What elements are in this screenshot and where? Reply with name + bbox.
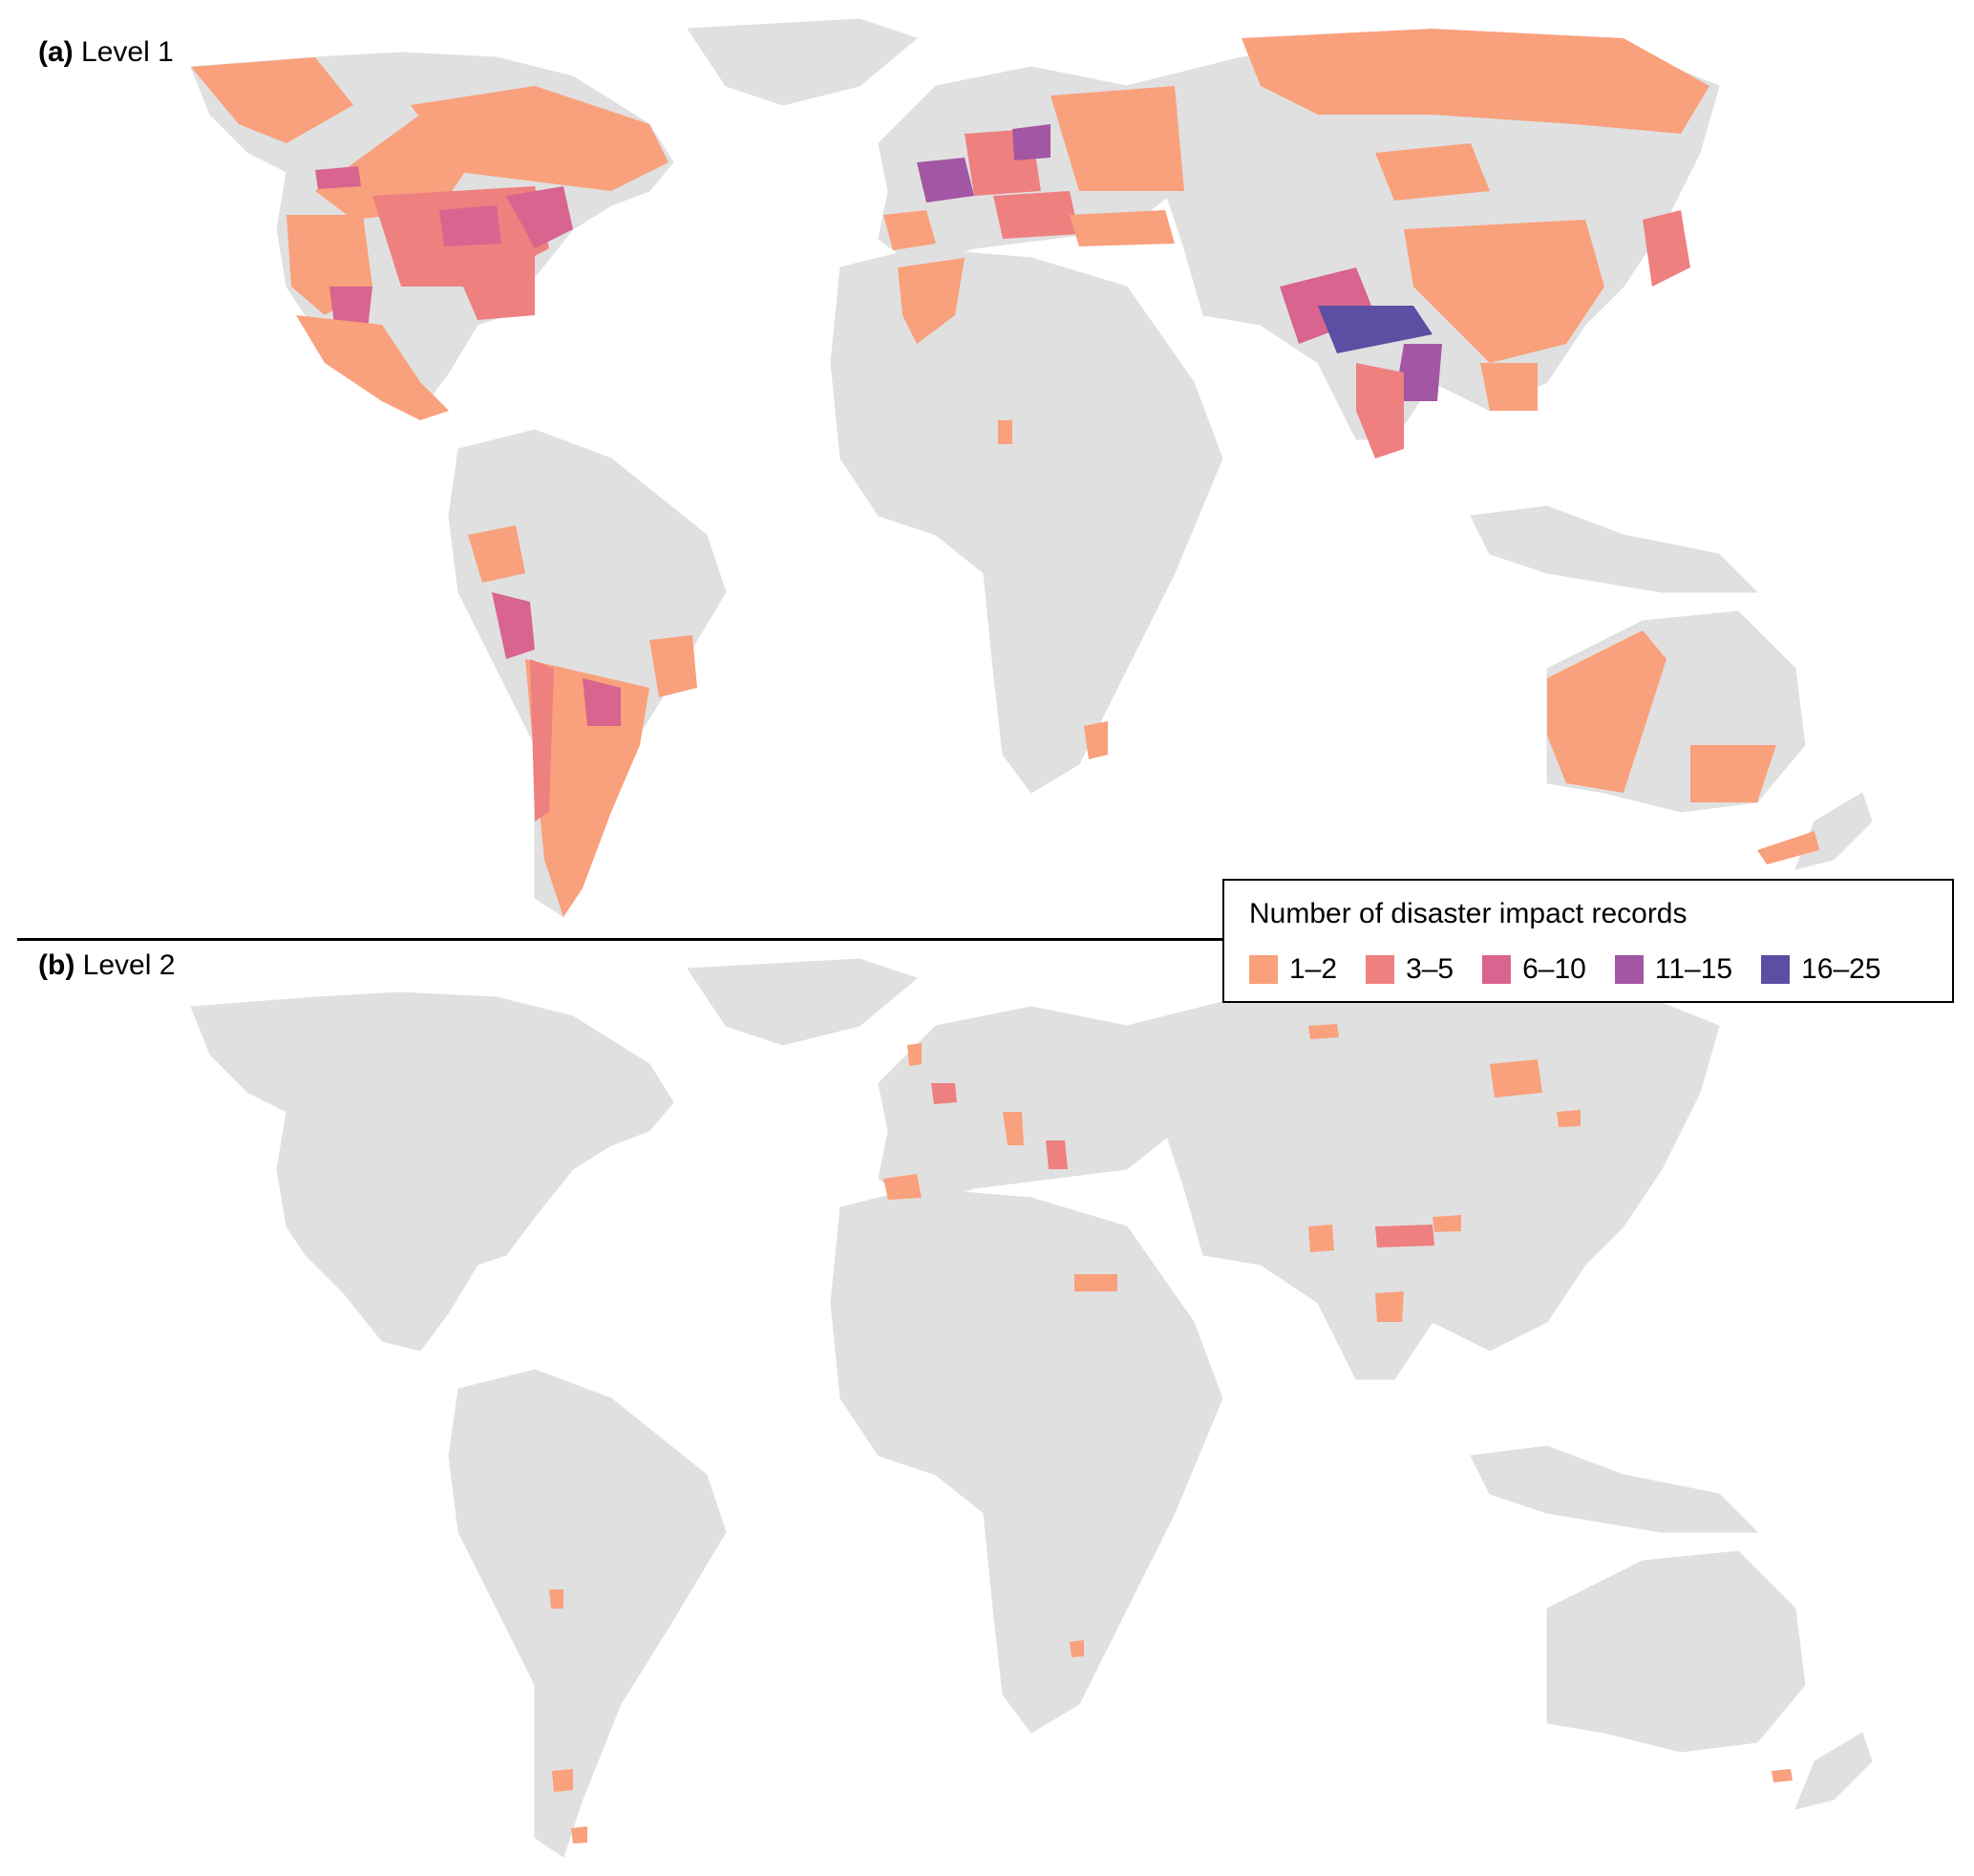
legend-item-3-5: 3–5 xyxy=(1366,953,1454,986)
world-map-level-2 xyxy=(190,958,1873,1858)
land-africa xyxy=(830,247,1223,794)
region-peru xyxy=(492,592,535,659)
legend-item-16-25: 16–25 xyxy=(1761,953,1881,986)
region-india-east xyxy=(1394,344,1442,401)
region-turkey xyxy=(1070,210,1175,246)
choropleth-level-2 xyxy=(549,1024,1793,1844)
region-china-north xyxy=(1557,1110,1581,1127)
region-argentina-north xyxy=(583,678,621,726)
legend-swatch-16-25 xyxy=(1761,955,1791,984)
region-pakistan xyxy=(1308,1225,1334,1252)
region-canada-central xyxy=(315,115,497,220)
region-nigeria xyxy=(998,420,1012,444)
region-south-africa xyxy=(1084,721,1108,759)
region-eastern-europe xyxy=(1051,86,1184,191)
region-south-africa xyxy=(1070,1640,1084,1657)
panel-b-tag: (b) xyxy=(38,949,75,981)
region-russia xyxy=(1242,29,1709,134)
region-india-north xyxy=(1318,306,1433,353)
region-nepal-india xyxy=(1375,1225,1434,1247)
region-chile-central xyxy=(530,659,554,821)
region-france xyxy=(917,158,974,203)
legend-item-6-10: 6–10 xyxy=(1482,953,1586,986)
region-canada-east xyxy=(411,86,669,191)
region-brazil-east xyxy=(649,635,697,697)
land-greenland xyxy=(687,18,919,106)
region-usa-northwest xyxy=(315,166,361,189)
region-chile-south xyxy=(571,1826,587,1844)
region-mongolia xyxy=(1490,1059,1542,1098)
land-greenland xyxy=(687,958,919,1046)
legend-item-1-2: 1–2 xyxy=(1249,953,1337,986)
region-myanmar xyxy=(1433,1215,1461,1232)
legend-swatch-11-15 xyxy=(1614,955,1644,984)
legend-label-16-25: 16–25 xyxy=(1801,953,1881,985)
land-australia xyxy=(1546,1550,1806,1753)
panel-a-tag: (a) xyxy=(38,36,74,68)
region-canada-north xyxy=(191,57,353,143)
region-egypt xyxy=(1074,1274,1117,1291)
region-morocco-algeria xyxy=(898,258,965,344)
legend-label-11-15: 11–15 xyxy=(1654,953,1733,985)
region-usa-midwest xyxy=(439,205,501,246)
legend-label-1-2: 1–2 xyxy=(1289,953,1338,985)
region-italy xyxy=(1003,1112,1024,1145)
panel-b-label: Level 2 xyxy=(82,949,176,981)
region-balkans xyxy=(993,191,1079,239)
region-morocco xyxy=(883,1174,922,1200)
region-kazakhstan xyxy=(1375,143,1490,201)
region-argentina xyxy=(552,1769,573,1792)
panel-a-label: Level 1 xyxy=(81,36,174,68)
panel-a-title: (a) Level 1 xyxy=(38,36,174,69)
legend-items: 1–2 3–5 6–10 11–15 16–25 xyxy=(1249,953,1910,986)
legend-label-6-10: 6–10 xyxy=(1522,953,1586,985)
region-poland xyxy=(1012,124,1051,160)
land-europe xyxy=(878,1006,1185,1208)
region-japan xyxy=(1643,210,1690,287)
region-new-zealand xyxy=(1772,1769,1793,1782)
land-new-zealand xyxy=(1794,792,1873,870)
panel-b-title: (b) Level 2 xyxy=(38,949,175,982)
legend-swatch-6-10 xyxy=(1482,955,1512,984)
region-colombia xyxy=(468,525,525,583)
region-india-south xyxy=(1375,1291,1404,1322)
land-asia xyxy=(1126,977,1720,1380)
region-uk xyxy=(907,1043,922,1066)
region-mexico xyxy=(296,315,449,420)
panel-b-level-2: (b) Level 2 xyxy=(0,940,1974,1876)
region-new-south-wales xyxy=(1690,745,1776,802)
region-china xyxy=(1404,220,1604,363)
region-western-australia xyxy=(1547,630,1666,793)
region-iberia xyxy=(883,210,936,250)
legend-title: Number of disaster impact records xyxy=(1249,898,1687,929)
panel-separator xyxy=(17,938,1222,941)
land-indonesia xyxy=(1470,1445,1759,1533)
region-usa-texas xyxy=(329,287,372,330)
region-new-zealand xyxy=(1757,831,1819,864)
region-southeast-asia xyxy=(1480,363,1538,411)
land-africa xyxy=(830,1187,1223,1734)
region-russia-west xyxy=(1308,1024,1339,1039)
land-south-america xyxy=(448,1369,727,1858)
world-map-level-1 xyxy=(190,18,1873,918)
land-indonesia xyxy=(1470,505,1759,593)
choropleth-level-1 xyxy=(191,29,1819,917)
land-new-zealand xyxy=(1794,1732,1873,1810)
legend-swatch-3-5 xyxy=(1366,955,1395,984)
region-usa-east xyxy=(506,186,573,248)
region-usa-southeast xyxy=(449,250,535,320)
region-greece xyxy=(1046,1141,1068,1169)
region-peru xyxy=(549,1589,563,1609)
legend-item-11-15: 11–15 xyxy=(1614,953,1733,986)
region-france xyxy=(931,1083,957,1104)
legend-swatch-1-2 xyxy=(1249,955,1278,984)
region-india-south xyxy=(1356,363,1404,458)
land-north-america xyxy=(190,991,674,1352)
panel-a-level-1: (a) Level 1 xyxy=(0,0,1974,936)
legend: Number of disaster impact records 1–2 3–… xyxy=(1222,879,1954,1003)
legend-label-3-5: 3–5 xyxy=(1406,953,1454,985)
base-land xyxy=(190,958,1873,1858)
